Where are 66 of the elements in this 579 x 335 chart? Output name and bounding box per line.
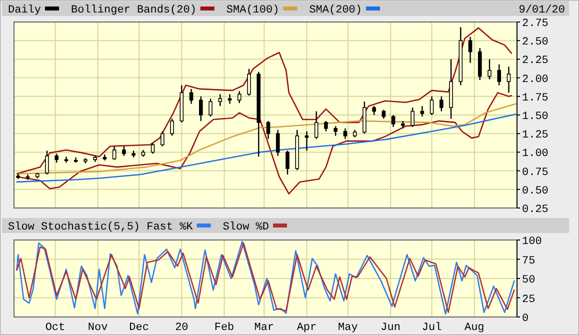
candlestick — [286, 150, 290, 176]
x-tick-label: Apr — [296, 322, 317, 334]
x-tick-label: Dec — [129, 322, 149, 334]
y-tick-label: 1.00 — [522, 148, 548, 160]
y-tick-label: 25 — [522, 294, 536, 306]
candlestick — [410, 106, 414, 128]
x-tick-label: May — [338, 322, 358, 334]
candlestick — [112, 146, 116, 160]
legend-label: Fast %K — [146, 222, 194, 234]
x-tick-label: Oct — [45, 322, 66, 334]
candlestick — [420, 105, 424, 118]
y-tick-label: 75 — [522, 255, 536, 268]
candlestick — [160, 130, 164, 147]
y-tick-label: 0.75 — [522, 166, 548, 179]
candlestick — [170, 118, 174, 136]
legend-label: SMA(200) — [309, 4, 362, 16]
candlestick — [343, 128, 348, 140]
candlestick — [506, 66, 511, 94]
candlestick — [468, 36, 472, 64]
y-tick-label: 1.75 — [522, 92, 548, 104]
y-tick-label: 2.75 — [522, 18, 548, 30]
chart-title: Slow Stochastic(5,5) — [8, 222, 140, 234]
y-tick-label: 50 — [522, 274, 536, 286]
x-tick-label: Jul — [422, 322, 442, 334]
y-tick-label: 2.25 — [522, 55, 548, 68]
legend-label: Slow %D — [222, 222, 270, 234]
candlestick — [497, 64, 502, 86]
candlestick — [189, 88, 194, 104]
candlestick — [150, 142, 155, 154]
candlestick — [228, 94, 232, 104]
y-tick-label: 2.50 — [522, 36, 548, 49]
y-tick-label: 0.25 — [522, 204, 548, 216]
candlestick — [237, 90, 242, 104]
line-series — [16, 114, 516, 183]
candlestick — [276, 129, 280, 157]
candlestick — [247, 68, 251, 96]
candlestick — [430, 96, 434, 116]
legend-label: Bollinger Bands(20) — [71, 4, 196, 16]
y-tick-label: 100 — [522, 236, 542, 248]
candlestick — [45, 150, 49, 176]
legend-label: Daily — [8, 4, 42, 16]
candlestick — [266, 120, 270, 140]
line-series — [16, 103, 516, 174]
x-tick-label: Mar — [254, 322, 274, 334]
x-tick-label: 20 — [175, 322, 188, 334]
y-tick-label: 0.50 — [522, 185, 548, 198]
candlestick — [199, 96, 203, 122]
x-tick-label: Jun — [380, 322, 400, 334]
candlestick — [208, 98, 212, 118]
x-tick-label: Nov — [88, 322, 108, 334]
y-tick-label: 1.25 — [522, 130, 548, 142]
y-tick-label: 0 — [522, 313, 529, 325]
y-tick-label: 1.50 — [522, 111, 548, 123]
legend-label: SMA(100) — [226, 4, 280, 16]
candlestick — [324, 120, 328, 132]
candlestick — [391, 114, 396, 128]
y-tick-label: 2.00 — [522, 74, 548, 86]
text: 9/01/20 — [518, 4, 565, 16]
candlestick — [314, 110, 318, 140]
candlestick — [440, 96, 444, 112]
x-tick-label: Aug — [464, 322, 484, 334]
candlestick — [334, 126, 338, 136]
x-tick-label: Feb — [214, 322, 234, 334]
candlestick — [122, 146, 126, 157]
candlestick — [218, 94, 222, 107]
candlestick — [488, 58, 492, 80]
